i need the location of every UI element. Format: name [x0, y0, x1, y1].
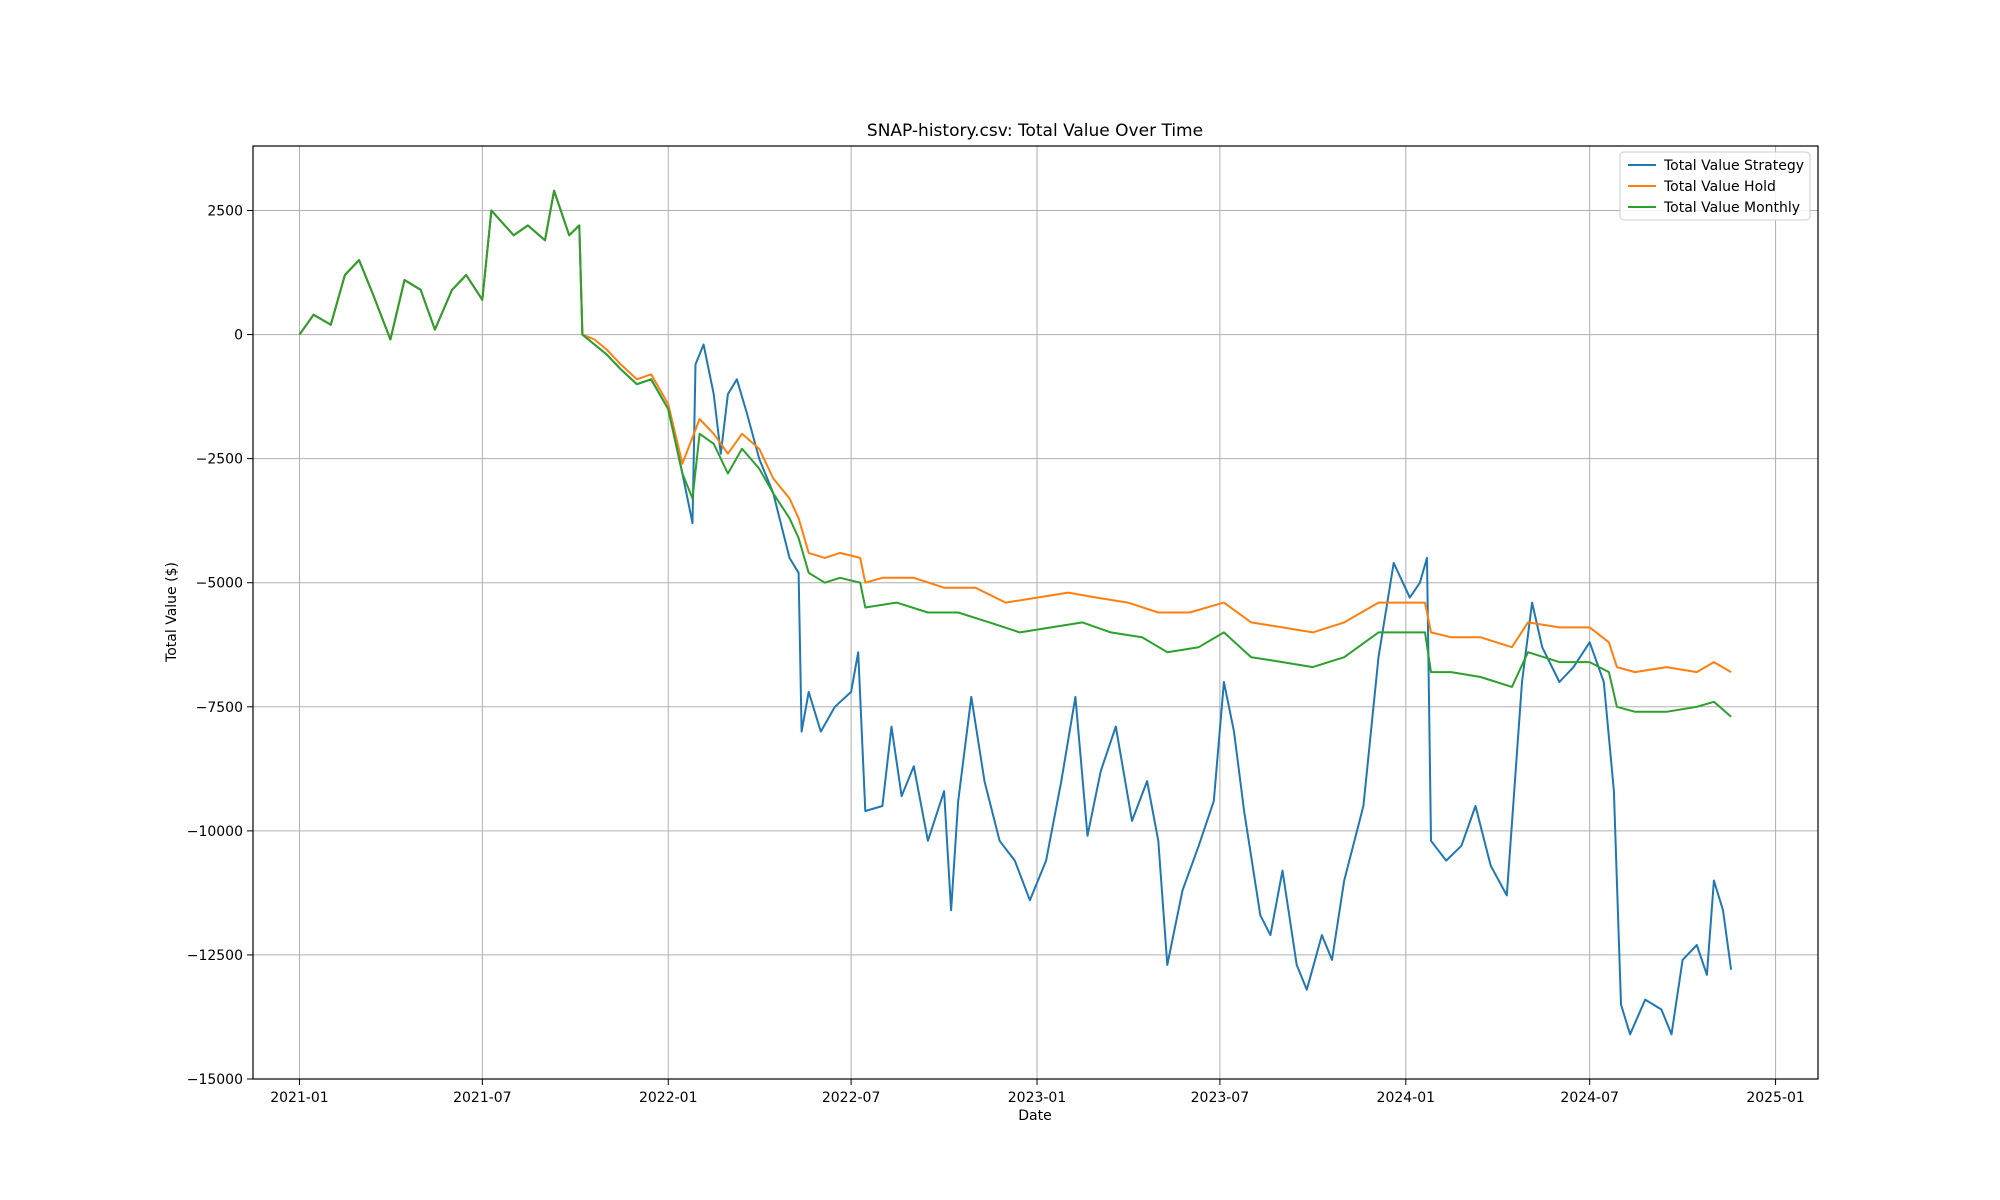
y-tick-label: −2500 [196, 452, 243, 468]
legend: Total Value Strategy Total Value Hold Tota… [1619, 151, 1811, 221]
series-lines [298, 189, 1733, 1036]
y-tick-label: 2500 [207, 204, 243, 220]
y-tick-label: −5000 [196, 576, 243, 592]
total-value-monthly-line [298, 189, 1732, 718]
y-axis: 2500 0 −2500 −5000 −7500 −10000 −12500 −15000 [187, 204, 253, 1088]
x-axis-label: Date [1018, 1108, 1051, 1124]
x-tick-label: 2021-07 [453, 1090, 512, 1106]
y-tick-label: 0 [234, 328, 243, 344]
x-tick-label: 2024-07 [1560, 1090, 1619, 1106]
y-tick-label: −12500 [187, 948, 243, 964]
chart-title: SNAP-history.csv: Total Value Over Time [867, 121, 1203, 141]
x-tick-label: 2023-01 [1008, 1090, 1067, 1106]
y-tick-label: −10000 [187, 824, 243, 840]
legend-entry: Total Value Monthly [1663, 200, 1800, 216]
x-tick-label: 2023-07 [1191, 1090, 1250, 1106]
x-tick-label: 2022-07 [822, 1090, 881, 1106]
x-axis: 2021-01 2021-07 2022-01 2022-07 2023-01 2023-… [270, 1079, 1805, 1106]
legend-box [1619, 151, 1811, 221]
y-tick-label: −15000 [187, 1072, 243, 1088]
x-tick-label: 2025-01 [1746, 1090, 1805, 1106]
y-axis-label: Total Value ($) [164, 562, 180, 663]
legend-entry: Total Value Strategy [1663, 158, 1804, 174]
x-tick-label: 2024-01 [1377, 1090, 1436, 1106]
legend-entry: Total Value Hold [1663, 179, 1776, 195]
y-tick-label: −7500 [196, 700, 243, 716]
total-value-strategy-line [298, 189, 1733, 1036]
x-tick-label: 2022-01 [639, 1090, 698, 1106]
x-tick-label: 2021-01 [270, 1090, 329, 1106]
plot-frame [252, 145, 1819, 1080]
total-value-hold-line [298, 189, 1732, 674]
grid [253, 146, 1818, 1080]
